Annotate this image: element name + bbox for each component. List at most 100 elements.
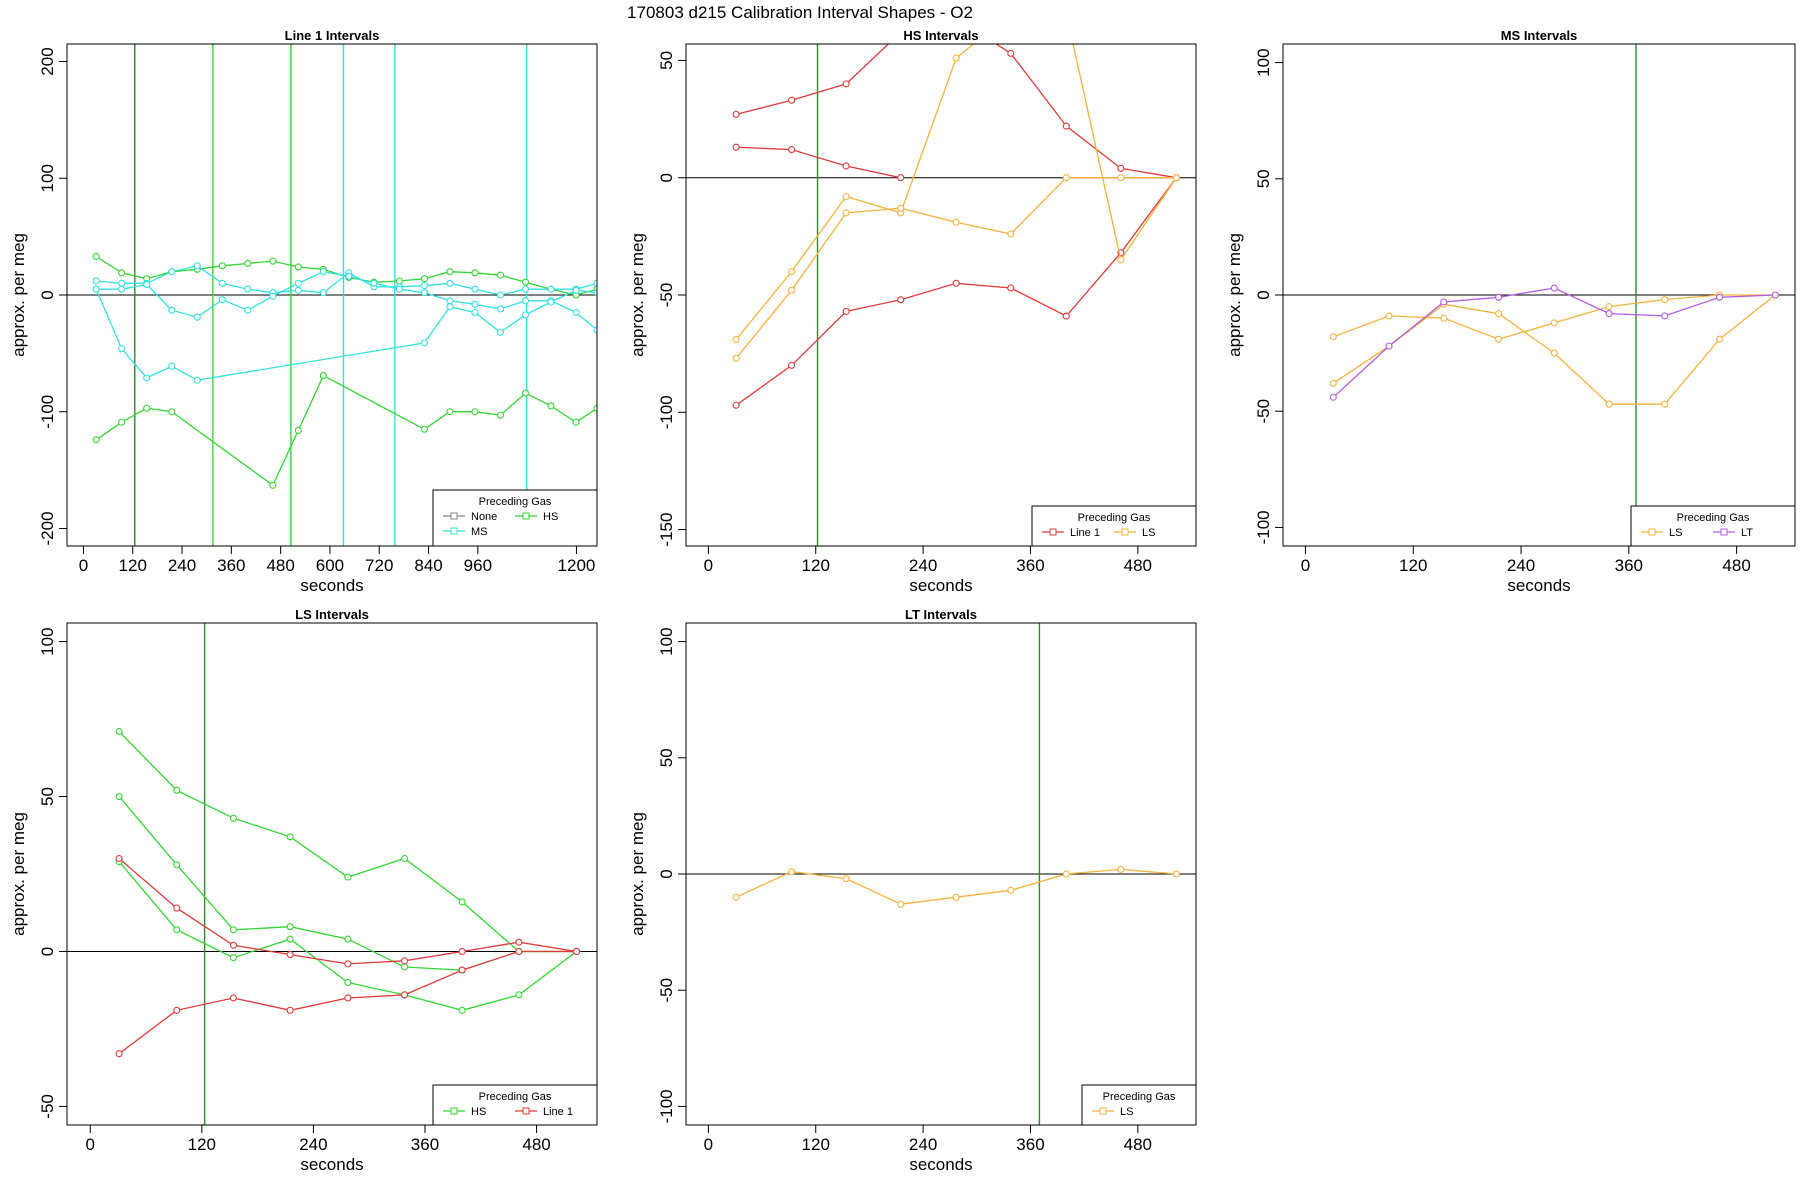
data-point	[344, 935, 352, 943]
data-point	[458, 966, 466, 974]
legend-entry-label: HS	[543, 511, 558, 523]
x-tick-label: 120	[119, 556, 147, 575]
data-point	[115, 854, 123, 863]
y-tick-label: 0	[1254, 290, 1273, 299]
chart-title: LT Intervals	[905, 607, 977, 622]
data-point	[286, 833, 294, 841]
data-point	[395, 285, 403, 293]
data-point	[244, 259, 252, 268]
y-tick-label: 50	[657, 748, 676, 767]
data-point	[458, 1006, 466, 1014]
x-tick-label: 120	[802, 1135, 830, 1154]
data-point	[92, 285, 100, 293]
x-tick-label: 960	[464, 556, 492, 575]
data-point	[1062, 312, 1070, 320]
data-point	[897, 296, 905, 304]
data-point	[1715, 335, 1724, 343]
x-axis-label: seconds	[909, 576, 972, 595]
legend-title: Preceding Gas	[479, 1091, 552, 1103]
data-point	[218, 279, 226, 287]
legend-box	[432, 1084, 598, 1126]
data-point	[420, 339, 428, 347]
x-tick-label: 360	[1615, 556, 1643, 575]
legend: Preceding Gas LS	[1081, 1084, 1197, 1126]
data-point	[732, 336, 740, 344]
data-point	[420, 425, 428, 433]
data-point	[515, 947, 523, 956]
data-point	[286, 1006, 294, 1014]
data-point	[92, 277, 100, 285]
y-tick-label: -100	[657, 1089, 676, 1123]
legend-swatch-marker	[450, 527, 458, 535]
series-line	[736, 146, 901, 179]
y-tick-label: 0	[657, 173, 676, 182]
legend-entry-label: LS	[1669, 527, 1682, 539]
data-point	[1329, 379, 1337, 387]
y-tick-label: 50	[38, 787, 57, 806]
plot-area	[67, 44, 597, 546]
legend-box	[1630, 505, 1796, 547]
data-point	[420, 289, 428, 297]
y-axis-label: approx. per meg	[9, 233, 28, 357]
data-point	[395, 277, 403, 285]
data-point	[788, 146, 796, 154]
legend: Preceding Gas None HS MS	[432, 489, 598, 547]
chart-title: Line 1 Intervals	[285, 28, 380, 43]
data-point	[572, 947, 581, 956]
data-point	[420, 275, 428, 283]
data-point	[400, 963, 409, 971]
data-point	[1117, 164, 1125, 172]
data-point	[143, 374, 151, 382]
legend-entry-label: LT	[1741, 527, 1753, 539]
chart-panel: LS Intervals approx. per meg seconds -50 0 50…	[9, 607, 598, 1174]
data-point	[446, 268, 454, 276]
y-tick-label: 0	[38, 947, 57, 956]
series-line	[1332, 287, 1776, 398]
data-point	[897, 204, 905, 212]
data-point	[521, 297, 530, 305]
data-point	[732, 110, 740, 118]
data-point	[1495, 293, 1503, 301]
legend-entry-label: LS	[1142, 527, 1155, 539]
page-title: 170803 d215 Calibration Interval Shapes …	[627, 3, 973, 22]
data-point	[547, 285, 555, 293]
x-tick-label: 840	[414, 556, 442, 575]
data-point	[168, 408, 176, 416]
data-point	[1172, 174, 1180, 182]
data-point	[446, 303, 454, 311]
data-point	[229, 994, 237, 1002]
data-point	[118, 269, 126, 277]
data-point	[1007, 886, 1015, 894]
data-point	[521, 278, 530, 286]
data-point	[168, 362, 176, 370]
data-point	[515, 991, 523, 999]
data-point	[345, 272, 353, 280]
legend-title: Preceding Gas	[479, 496, 552, 508]
data-point	[193, 376, 201, 384]
data-point	[269, 481, 277, 489]
legend: Preceding Gas Line 1 LS	[1031, 505, 1197, 547]
x-tick-label: 600	[316, 556, 344, 575]
y-axis-label: approx. per meg	[9, 812, 28, 936]
legend-swatch-marker	[450, 512, 458, 520]
y-tick-label: 0	[38, 290, 57, 299]
data-point	[344, 994, 352, 1002]
data-point	[788, 286, 796, 294]
x-tick-label: 0	[86, 1135, 95, 1154]
y-tick-label: -50	[38, 1094, 57, 1119]
data-point	[1715, 293, 1724, 301]
data-point	[173, 926, 181, 934]
data-point	[1062, 870, 1070, 878]
legend-entry-label: Line 1	[543, 1106, 573, 1118]
plot-frame	[685, 622, 1197, 1126]
x-tick-label: 120	[188, 1135, 216, 1154]
x-tick-label: 0	[704, 1135, 713, 1154]
data-point	[244, 306, 252, 314]
data-point	[218, 296, 226, 304]
y-tick-label: 0	[657, 869, 676, 878]
data-point	[319, 289, 327, 297]
data-point	[344, 960, 352, 968]
y-tick-label: 100	[657, 627, 676, 655]
data-point	[1550, 284, 1558, 292]
